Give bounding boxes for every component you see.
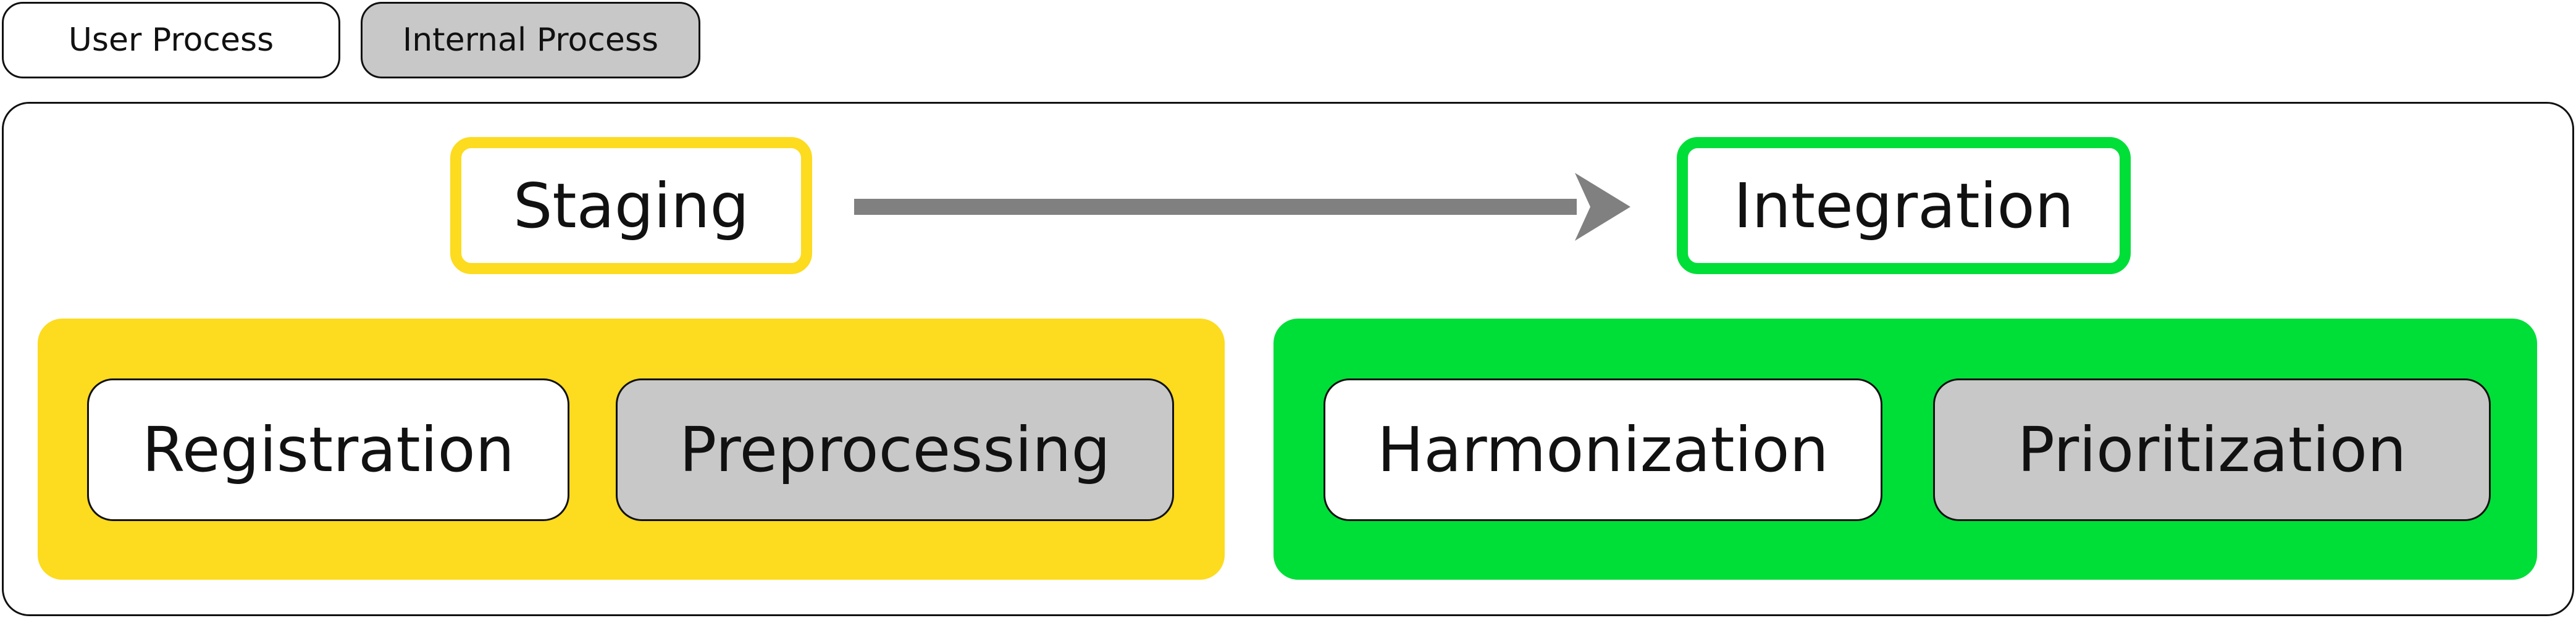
- process-preprocessing: Preprocessing: [616, 378, 1174, 521]
- right-arrow-icon: [854, 173, 1630, 241]
- stage-integration: Integration: [1677, 137, 2131, 274]
- process-registration: Registration: [87, 378, 569, 521]
- process-preprocessing-label: Preprocessing: [679, 414, 1110, 486]
- process-prioritization: Prioritization: [1933, 378, 2491, 521]
- process-harmonization-label: Harmonization: [1377, 414, 1829, 486]
- stage-integration-label: Integration: [1733, 169, 2075, 242]
- legend-user-process: User Process: [2, 2, 340, 78]
- arrow-head: [1575, 173, 1630, 241]
- process-harmonization: Harmonization: [1324, 378, 1882, 521]
- workflow-frame: [2, 102, 2574, 616]
- process-prioritization-label: Prioritization: [2017, 414, 2407, 486]
- legend-internal-process: Internal Process: [361, 2, 700, 78]
- arrow-shaft: [854, 199, 1577, 215]
- legend-internal-process-label: Internal Process: [402, 22, 659, 59]
- stage-staging: Staging: [450, 137, 812, 274]
- process-registration-label: Registration: [141, 414, 515, 486]
- stage-staging-label: Staging: [513, 169, 750, 242]
- legend-user-process-label: User Process: [68, 22, 274, 59]
